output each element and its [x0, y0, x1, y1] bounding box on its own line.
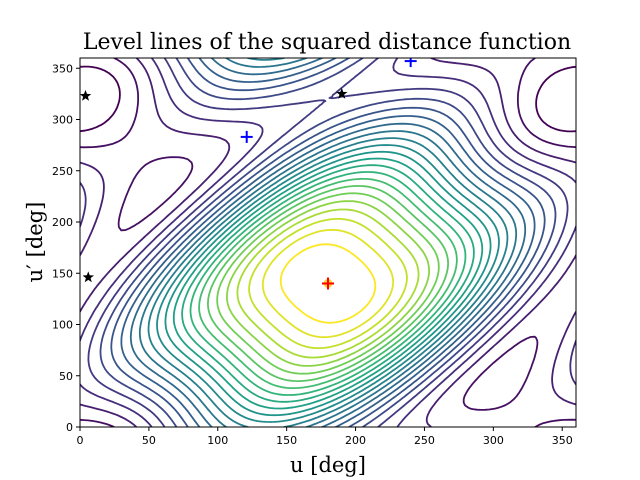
contour-lines — [80, 58, 576, 427]
y-tick-label: 50 — [59, 370, 73, 383]
contour-level — [80, 65, 576, 133]
x-tick-label: 50 — [142, 434, 156, 447]
black-star-marker — [82, 271, 94, 283]
contour-level — [80, 58, 576, 427]
contour-level — [129, 58, 527, 427]
contour-level — [207, 185, 449, 382]
red-plus-marker — [322, 277, 334, 290]
contour-level — [189, 171, 467, 396]
x-tick-label: 250 — [414, 434, 435, 447]
contour-level — [181, 164, 475, 403]
x-tick-label: 0 — [77, 434, 84, 447]
contour-level — [226, 200, 430, 367]
y-tick-label: 350 — [52, 62, 73, 75]
y-tick-label: 300 — [52, 114, 73, 127]
y-axis: 0 50 100 150 200 250 300 350 — [52, 62, 80, 434]
y-axis-label: u′ [deg] — [23, 202, 47, 283]
contour-level — [147, 58, 509, 427]
chart-title: Level lines of the squared distance func… — [83, 30, 571, 55]
contour-level — [156, 144, 500, 423]
black-star-marker — [336, 87, 348, 99]
x-tick-label: 100 — [207, 434, 228, 447]
x-axis: 0 50 100 150 200 250 300 350 — [77, 427, 573, 447]
y-tick-label: 200 — [52, 216, 73, 229]
contour-level — [216, 192, 440, 375]
contour-level — [248, 218, 408, 349]
blue-plus-marker — [404, 58, 417, 68]
contour-level — [87, 58, 569, 427]
contour-level — [164, 150, 492, 417]
contour-level — [236, 208, 420, 359]
contour-level — [172, 157, 484, 410]
contour-level — [261, 228, 395, 339]
contour-level — [198, 177, 458, 389]
y-tick-label: 250 — [52, 165, 73, 178]
contour-level — [138, 58, 518, 427]
x-tick-label: 200 — [345, 434, 366, 447]
contour-level — [80, 58, 576, 427]
y-tick-label: 100 — [52, 319, 73, 332]
x-tick-label: 300 — [483, 434, 504, 447]
x-axis-label: u [deg] — [290, 453, 366, 477]
y-tick-label: 150 — [52, 267, 73, 280]
contour-level — [99, 58, 557, 427]
black-star-marker — [80, 89, 92, 101]
contour-level — [80, 58, 576, 427]
contour-level — [279, 243, 377, 324]
x-tick-label: 350 — [552, 434, 573, 447]
y-tick-label: 0 — [66, 421, 73, 434]
contour-level — [120, 58, 536, 427]
blue-plus-marker — [240, 130, 253, 143]
plot-frame — [79, 57, 577, 428]
x-tick-label: 150 — [276, 434, 297, 447]
contour-level — [110, 58, 546, 427]
point-markers — [80, 58, 417, 290]
